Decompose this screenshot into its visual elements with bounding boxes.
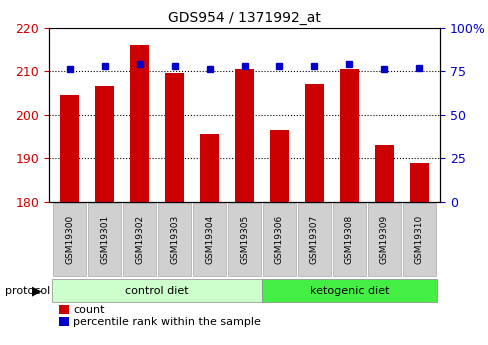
Bar [200, 134, 219, 202]
Bar [234, 69, 254, 202]
Bar [367, 203, 400, 276]
Bar [339, 69, 358, 202]
Bar [263, 203, 295, 276]
Text: GSM19305: GSM19305 [240, 215, 248, 264]
Text: count: count [73, 305, 104, 315]
Text: GSM19309: GSM19309 [379, 215, 388, 264]
Text: GSM19307: GSM19307 [309, 215, 318, 264]
Bar [332, 203, 365, 276]
Text: GSM19300: GSM19300 [65, 215, 74, 264]
Text: ▶: ▶ [32, 284, 41, 297]
Bar [88, 203, 121, 276]
Bar [227, 203, 261, 276]
Text: GSM19302: GSM19302 [135, 215, 144, 264]
Text: GSM19304: GSM19304 [204, 215, 214, 264]
Bar [52, 279, 262, 302]
Text: GSM19306: GSM19306 [274, 215, 284, 264]
Bar [95, 86, 114, 202]
Bar [269, 130, 288, 202]
Bar [193, 203, 225, 276]
Bar [53, 203, 86, 276]
Text: GSM19301: GSM19301 [100, 215, 109, 264]
Bar [374, 145, 393, 202]
Bar [402, 203, 435, 276]
Title: GDS954 / 1371992_at: GDS954 / 1371992_at [168, 11, 320, 25]
Text: ketogenic diet: ketogenic diet [309, 286, 388, 296]
Text: control diet: control diet [125, 286, 188, 296]
Text: percentile rank within the sample: percentile rank within the sample [73, 317, 261, 327]
Bar [304, 84, 323, 202]
Bar [130, 45, 149, 202]
Bar [297, 203, 330, 276]
Bar [158, 203, 191, 276]
Bar [262, 279, 436, 302]
Bar [123, 203, 156, 276]
Text: GSM19308: GSM19308 [344, 215, 353, 264]
Text: protocol: protocol [5, 286, 50, 296]
Text: GSM19310: GSM19310 [414, 215, 423, 264]
Bar [165, 73, 184, 202]
Bar [409, 162, 428, 202]
Bar [60, 95, 80, 202]
Text: GSM19303: GSM19303 [170, 215, 179, 264]
